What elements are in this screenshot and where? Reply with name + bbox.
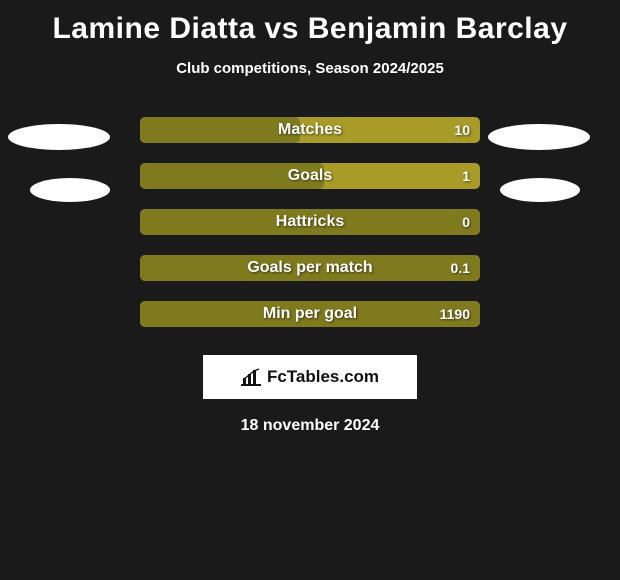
snapshot-date: 18 november 2024 — [0, 417, 620, 435]
stat-row: Min per goal 1190 — [0, 291, 620, 337]
stat-label: Goals per match — [247, 259, 372, 277]
stat-label: Hattricks — [276, 213, 344, 231]
stat-row: Goals per match 0.1 — [0, 245, 620, 291]
stat-value: 1190 — [440, 306, 470, 322]
stat-value: 10 — [454, 122, 470, 138]
player-marker — [30, 178, 110, 202]
stat-value: 0.1 — [451, 260, 470, 276]
comparison-title: Lamine Diatta vs Benjamin Barclay — [0, 0, 620, 46]
player-marker — [488, 124, 590, 150]
logo-text: FcTables.com — [267, 367, 379, 387]
chart-icon — [241, 368, 261, 386]
stat-value: 1 — [462, 168, 470, 184]
stat-label: Goals — [288, 167, 332, 185]
stat-bar: Hattricks 0 — [140, 209, 480, 235]
stat-row: Hattricks 0 — [0, 199, 620, 245]
comparison-subtitle: Club competitions, Season 2024/2025 — [0, 60, 620, 77]
stat-bar-fill — [140, 117, 300, 143]
fctables-logo: FcTables.com — [203, 355, 417, 399]
stat-label: Min per goal — [263, 305, 357, 323]
stat-value: 0 — [462, 214, 470, 230]
stat-label: Matches — [278, 121, 342, 139]
stat-bar: Matches 10 — [140, 117, 480, 143]
player-marker — [500, 178, 580, 202]
player-marker — [8, 124, 110, 150]
stat-bar: Min per goal 1190 — [140, 301, 480, 327]
stat-bar: Goals per match 0.1 — [140, 255, 480, 281]
stat-bar: Goals 1 — [140, 163, 480, 189]
